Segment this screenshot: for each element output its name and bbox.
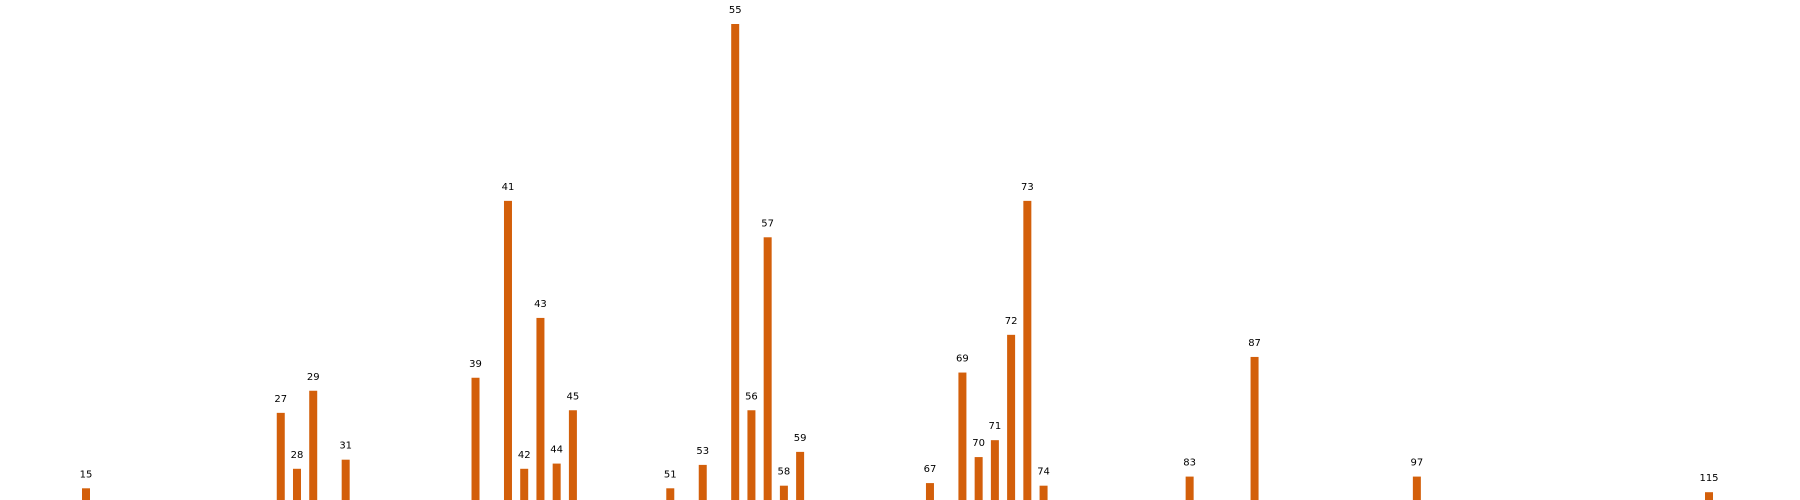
bar-42 <box>520 468 529 500</box>
bar-45 <box>568 410 577 500</box>
bar-70 <box>974 457 983 500</box>
bar-67 <box>925 483 934 500</box>
bar-label-31: 31 <box>339 441 352 452</box>
bar-label-59: 59 <box>794 433 807 444</box>
bar-69 <box>958 372 967 500</box>
bar-label-44: 44 <box>550 445 563 456</box>
bar-label-71: 71 <box>989 421 1002 432</box>
bar-115 <box>1705 492 1713 500</box>
bar-label-70: 70 <box>972 438 985 449</box>
bar-label-57: 57 <box>761 218 774 229</box>
bar-label-45: 45 <box>567 391 580 402</box>
bar-72 <box>1007 334 1016 500</box>
bar-label-42: 42 <box>518 450 531 461</box>
bar-97 <box>1412 476 1421 500</box>
bar-87 <box>1250 356 1259 500</box>
bar-15 <box>82 488 90 500</box>
bar-label-56: 56 <box>745 391 758 402</box>
bar-label-43: 43 <box>534 299 547 310</box>
bar-57 <box>763 237 772 500</box>
bar-74 <box>1039 485 1048 500</box>
bar-label-87: 87 <box>1248 338 1261 349</box>
bar-label-67: 67 <box>924 464 937 475</box>
bar-43 <box>536 317 545 500</box>
bar-39 <box>471 377 480 500</box>
bar-44 <box>552 463 561 500</box>
bar-29 <box>309 390 318 500</box>
bar-label-55: 55 <box>729 5 742 16</box>
bar-label-53: 53 <box>696 446 709 457</box>
bar-label-27: 27 <box>274 394 287 405</box>
bar-label-115: 115 <box>1699 473 1718 484</box>
bar-83 <box>1185 476 1194 500</box>
bar-label-97: 97 <box>1410 458 1423 469</box>
bar-56 <box>747 410 756 500</box>
bar-73 <box>1023 200 1032 500</box>
bar-label-39: 39 <box>469 359 482 370</box>
bar-label-73: 73 <box>1021 182 1034 193</box>
bar-59 <box>796 451 805 500</box>
bar-label-28: 28 <box>291 450 304 461</box>
bar-41 <box>503 200 512 500</box>
bar-58 <box>779 485 788 500</box>
bar-label-72: 72 <box>1005 316 1018 327</box>
bar-label-83: 83 <box>1183 458 1196 469</box>
bar-label-51: 51 <box>664 469 677 480</box>
bars-group <box>82 24 1713 500</box>
bar-53 <box>698 464 707 500</box>
bar-label-41: 41 <box>502 182 515 193</box>
bar-labels-group: 15 27 28 29 31 39 41 42 43 44 45 51 53 55 56 57 58 59 67 69… <box>80 5 1719 484</box>
bar-28 <box>292 468 301 500</box>
bar-51 <box>666 488 675 500</box>
bar-71 <box>990 440 999 500</box>
bar-label-74: 74 <box>1037 467 1050 478</box>
bar-label-69: 69 <box>956 354 969 365</box>
bar-label-58: 58 <box>778 467 791 478</box>
bar-55 <box>731 24 740 500</box>
bar-27 <box>276 412 285 500</box>
bar-label-15: 15 <box>80 469 93 480</box>
bar-31 <box>341 459 350 500</box>
bar-label-29: 29 <box>307 372 320 383</box>
